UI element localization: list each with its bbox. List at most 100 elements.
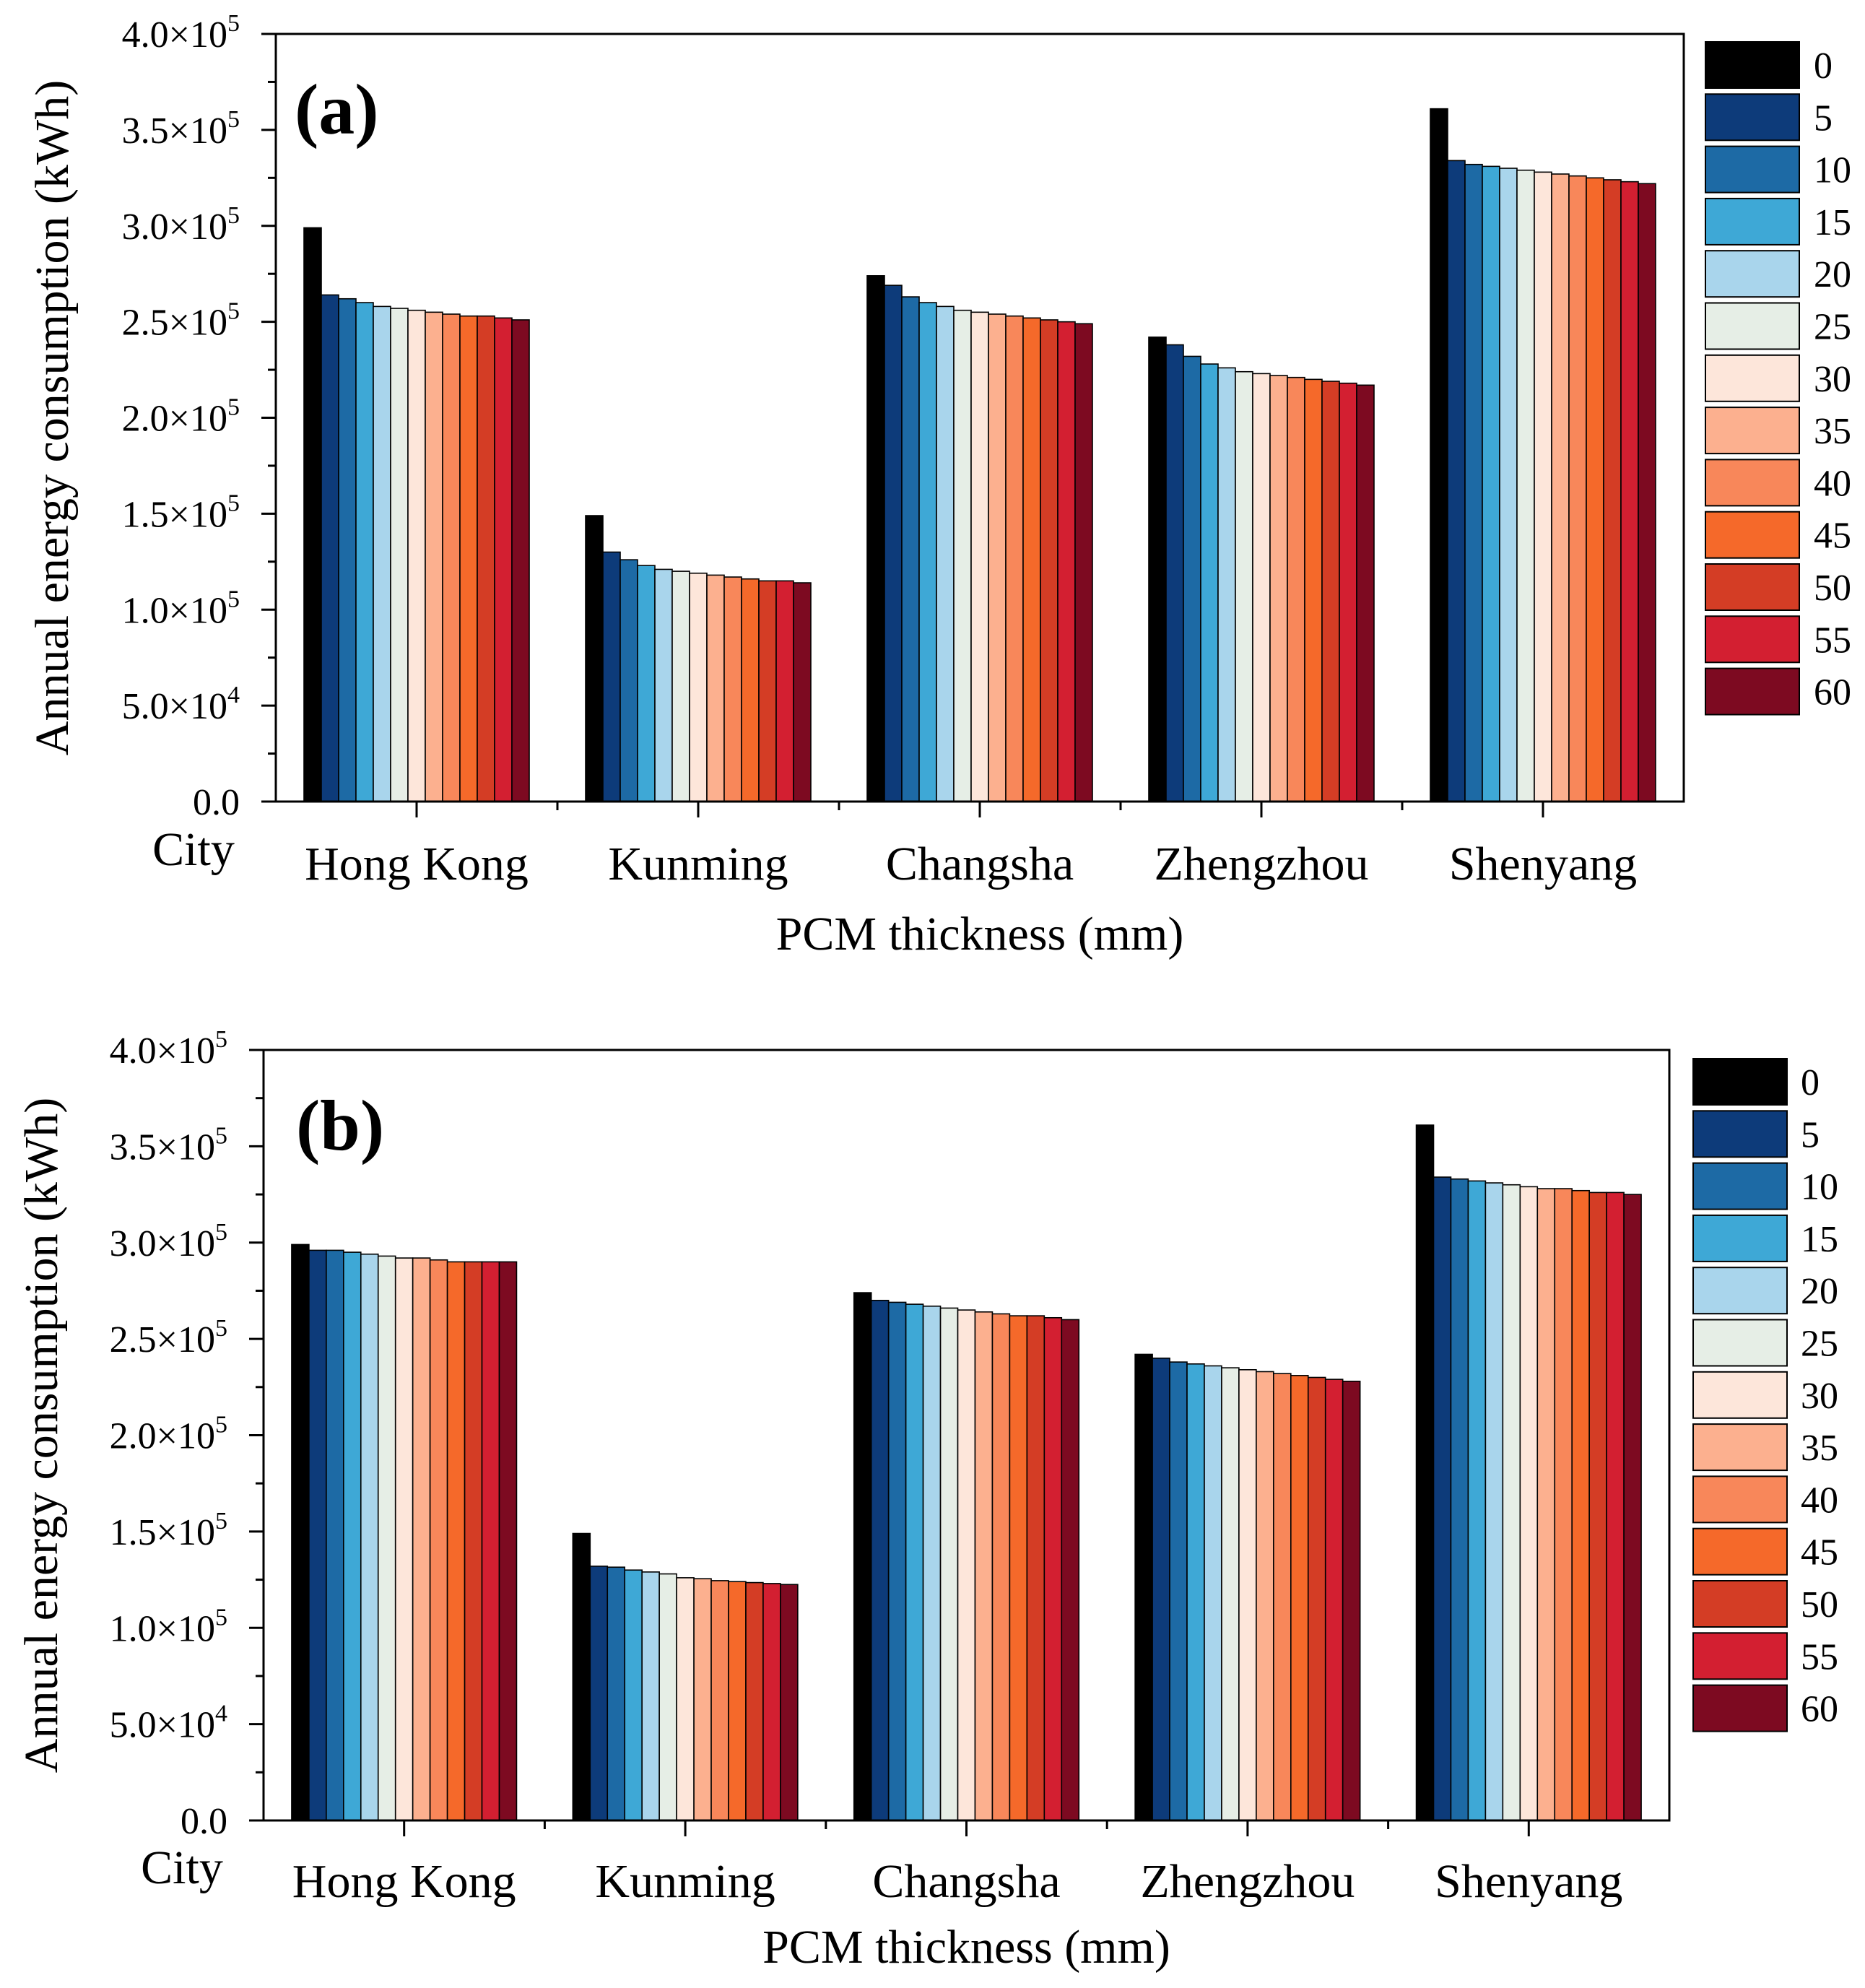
bar-kunming-25mm bbox=[671, 570, 690, 802]
legend-swatch-25 bbox=[1705, 302, 1800, 350]
bar-shenyang-25mm bbox=[1502, 1184, 1521, 1821]
legend-swatch-20 bbox=[1705, 250, 1800, 298]
legend-label-35: 35 bbox=[1801, 1428, 1838, 1469]
legend-swatch-10 bbox=[1692, 1162, 1788, 1210]
y-tick-label: 3.5×105 bbox=[110, 1122, 227, 1168]
y-tick-label: 3.5×105 bbox=[122, 106, 240, 152]
panel-label: (b) bbox=[296, 1085, 384, 1166]
bar-kunming-40mm bbox=[710, 1580, 729, 1821]
x-axis-title: PCM thickness (mm) bbox=[776, 908, 1184, 960]
bar-zhengzhou-55mm bbox=[1324, 1379, 1344, 1821]
legend-swatch-45 bbox=[1692, 1527, 1788, 1576]
bar-shenyang-0mm bbox=[1415, 1124, 1435, 1821]
bar-changsha-20mm bbox=[922, 1305, 942, 1821]
legend-label-15: 15 bbox=[1801, 1219, 1838, 1260]
legend-label-20: 20 bbox=[1814, 254, 1851, 295]
bar-kunming-10mm bbox=[607, 1566, 626, 1821]
bar-hong-kong-5mm bbox=[321, 294, 339, 802]
bar-hong-kong-15mm bbox=[355, 302, 374, 802]
bar-kunming-0mm bbox=[585, 515, 604, 802]
y-tick-label: 1.5×105 bbox=[110, 1508, 227, 1553]
legend-label-10: 10 bbox=[1814, 150, 1851, 191]
legend-label-15: 15 bbox=[1814, 202, 1851, 243]
bar-shenyang-55mm bbox=[1606, 1192, 1625, 1821]
legend-swatch-55 bbox=[1705, 615, 1800, 664]
bar-changsha-10mm bbox=[887, 1301, 907, 1821]
y-tick-label: 2.5×105 bbox=[110, 1315, 227, 1360]
y-tick-label: 3.0×105 bbox=[122, 202, 240, 248]
bar-kunming-50mm bbox=[758, 580, 777, 802]
legend-label-20: 20 bbox=[1801, 1271, 1838, 1312]
bar-hong-kong-30mm bbox=[394, 1257, 414, 1821]
bar-zhengzhou-40mm bbox=[1287, 376, 1305, 802]
bar-shenyang-35mm bbox=[1536, 1188, 1556, 1821]
bar-zhengzhou-30mm bbox=[1238, 1369, 1257, 1821]
category-label: Shenyang bbox=[1435, 1855, 1622, 1908]
bar-zhengzhou-30mm bbox=[1252, 373, 1271, 802]
bar-zhengzhou-15mm bbox=[1186, 1363, 1205, 1821]
bar-shenyang-40mm bbox=[1554, 1188, 1573, 1821]
legend-swatch-45 bbox=[1705, 511, 1800, 559]
bar-changsha-55mm bbox=[1057, 321, 1076, 802]
bar-hong-kong-35mm bbox=[425, 311, 443, 802]
bar-kunming-20mm bbox=[641, 1571, 660, 1821]
bar-changsha-5mm bbox=[884, 285, 903, 802]
bar-changsha-45mm bbox=[1009, 1315, 1028, 1821]
bar-changsha-50mm bbox=[1026, 1315, 1045, 1821]
legend-label-5: 5 bbox=[1801, 1114, 1820, 1155]
bar-hong-kong-25mm bbox=[390, 308, 409, 802]
legend-swatch-25 bbox=[1692, 1319, 1788, 1367]
x-axis-title: PCM thickness (mm) bbox=[762, 1921, 1170, 1974]
bar-kunming-15mm bbox=[624, 1569, 643, 1821]
bar-changsha-35mm bbox=[974, 1311, 994, 1821]
bar-hong-kong-10mm bbox=[326, 1249, 344, 1821]
bar-changsha-35mm bbox=[988, 313, 1007, 802]
bar-hong-kong-40mm bbox=[429, 1259, 448, 1821]
bar-zhengzhou-50mm bbox=[1307, 1376, 1326, 1821]
legend-label-50: 50 bbox=[1801, 1584, 1838, 1625]
legend-label-45: 45 bbox=[1801, 1532, 1838, 1574]
bar-shenyang-30mm bbox=[1519, 1186, 1539, 1821]
bar-zhengzhou-0mm bbox=[1148, 337, 1167, 802]
y-tick-label: 1.0×105 bbox=[110, 1604, 227, 1649]
bar-zhengzhou-10mm bbox=[1169, 1361, 1188, 1821]
bar-changsha-30mm bbox=[957, 1309, 976, 1821]
legend-swatch-35 bbox=[1705, 407, 1800, 455]
bar-shenyang-40mm bbox=[1568, 175, 1587, 802]
y-tick-label: 1.5×105 bbox=[122, 490, 240, 535]
bar-hong-kong-20mm bbox=[373, 305, 391, 802]
bar-kunming-10mm bbox=[620, 559, 638, 802]
bar-shenyang-30mm bbox=[1534, 171, 1552, 802]
bar-hong-kong-35mm bbox=[412, 1257, 431, 1821]
legend-swatch-30 bbox=[1705, 354, 1800, 402]
bar-changsha-25mm bbox=[953, 309, 972, 802]
bar-changsha-40mm bbox=[991, 1313, 1011, 1821]
legend-swatch-5 bbox=[1705, 93, 1800, 142]
legend: 0 5 10 15 20 25 30 35 40 45 50 55 60 bbox=[1692, 1058, 1838, 1732]
legend-label-30: 30 bbox=[1801, 1376, 1838, 1417]
bar-zhengzhou-60mm bbox=[1356, 384, 1375, 802]
bar-shenyang-10mm bbox=[1464, 163, 1483, 802]
chart-panel-a: 0.0 5.0×104 1.0×105 1.5×105 2.0×105 2.5×105 3.… bbox=[26, 10, 1851, 960]
bar-hong-kong-45mm bbox=[446, 1261, 466, 1821]
legend-label-0: 0 bbox=[1814, 45, 1833, 87]
bar-hong-kong-50mm bbox=[464, 1261, 483, 1821]
legend-swatch-15 bbox=[1705, 197, 1800, 246]
bar-hong-kong-60mm bbox=[511, 319, 530, 802]
bar-hong-kong-5mm bbox=[308, 1249, 327, 1821]
category-label: Hong Kong bbox=[305, 838, 529, 890]
legend-label-40: 40 bbox=[1814, 463, 1851, 504]
y-tick-label: 0.0 bbox=[181, 1801, 227, 1842]
bar-hong-kong-0mm bbox=[303, 227, 322, 802]
bar-hong-kong-20mm bbox=[360, 1253, 379, 1821]
bar-kunming-40mm bbox=[723, 576, 742, 802]
bar-shenyang-45mm bbox=[1586, 177, 1604, 802]
legend-label-60: 60 bbox=[1814, 672, 1851, 713]
bar-zhengzhou-0mm bbox=[1134, 1353, 1153, 1821]
legend-swatch-50 bbox=[1705, 563, 1800, 611]
legend-label-10: 10 bbox=[1801, 1167, 1838, 1208]
y-axis-title: Annual energy consumption (kWh) bbox=[15, 1098, 68, 1773]
bar-zhengzhou-20mm bbox=[1204, 1365, 1222, 1821]
bar-shenyang-5mm bbox=[1433, 1176, 1452, 1821]
bar-hong-kong-55mm bbox=[494, 317, 513, 802]
